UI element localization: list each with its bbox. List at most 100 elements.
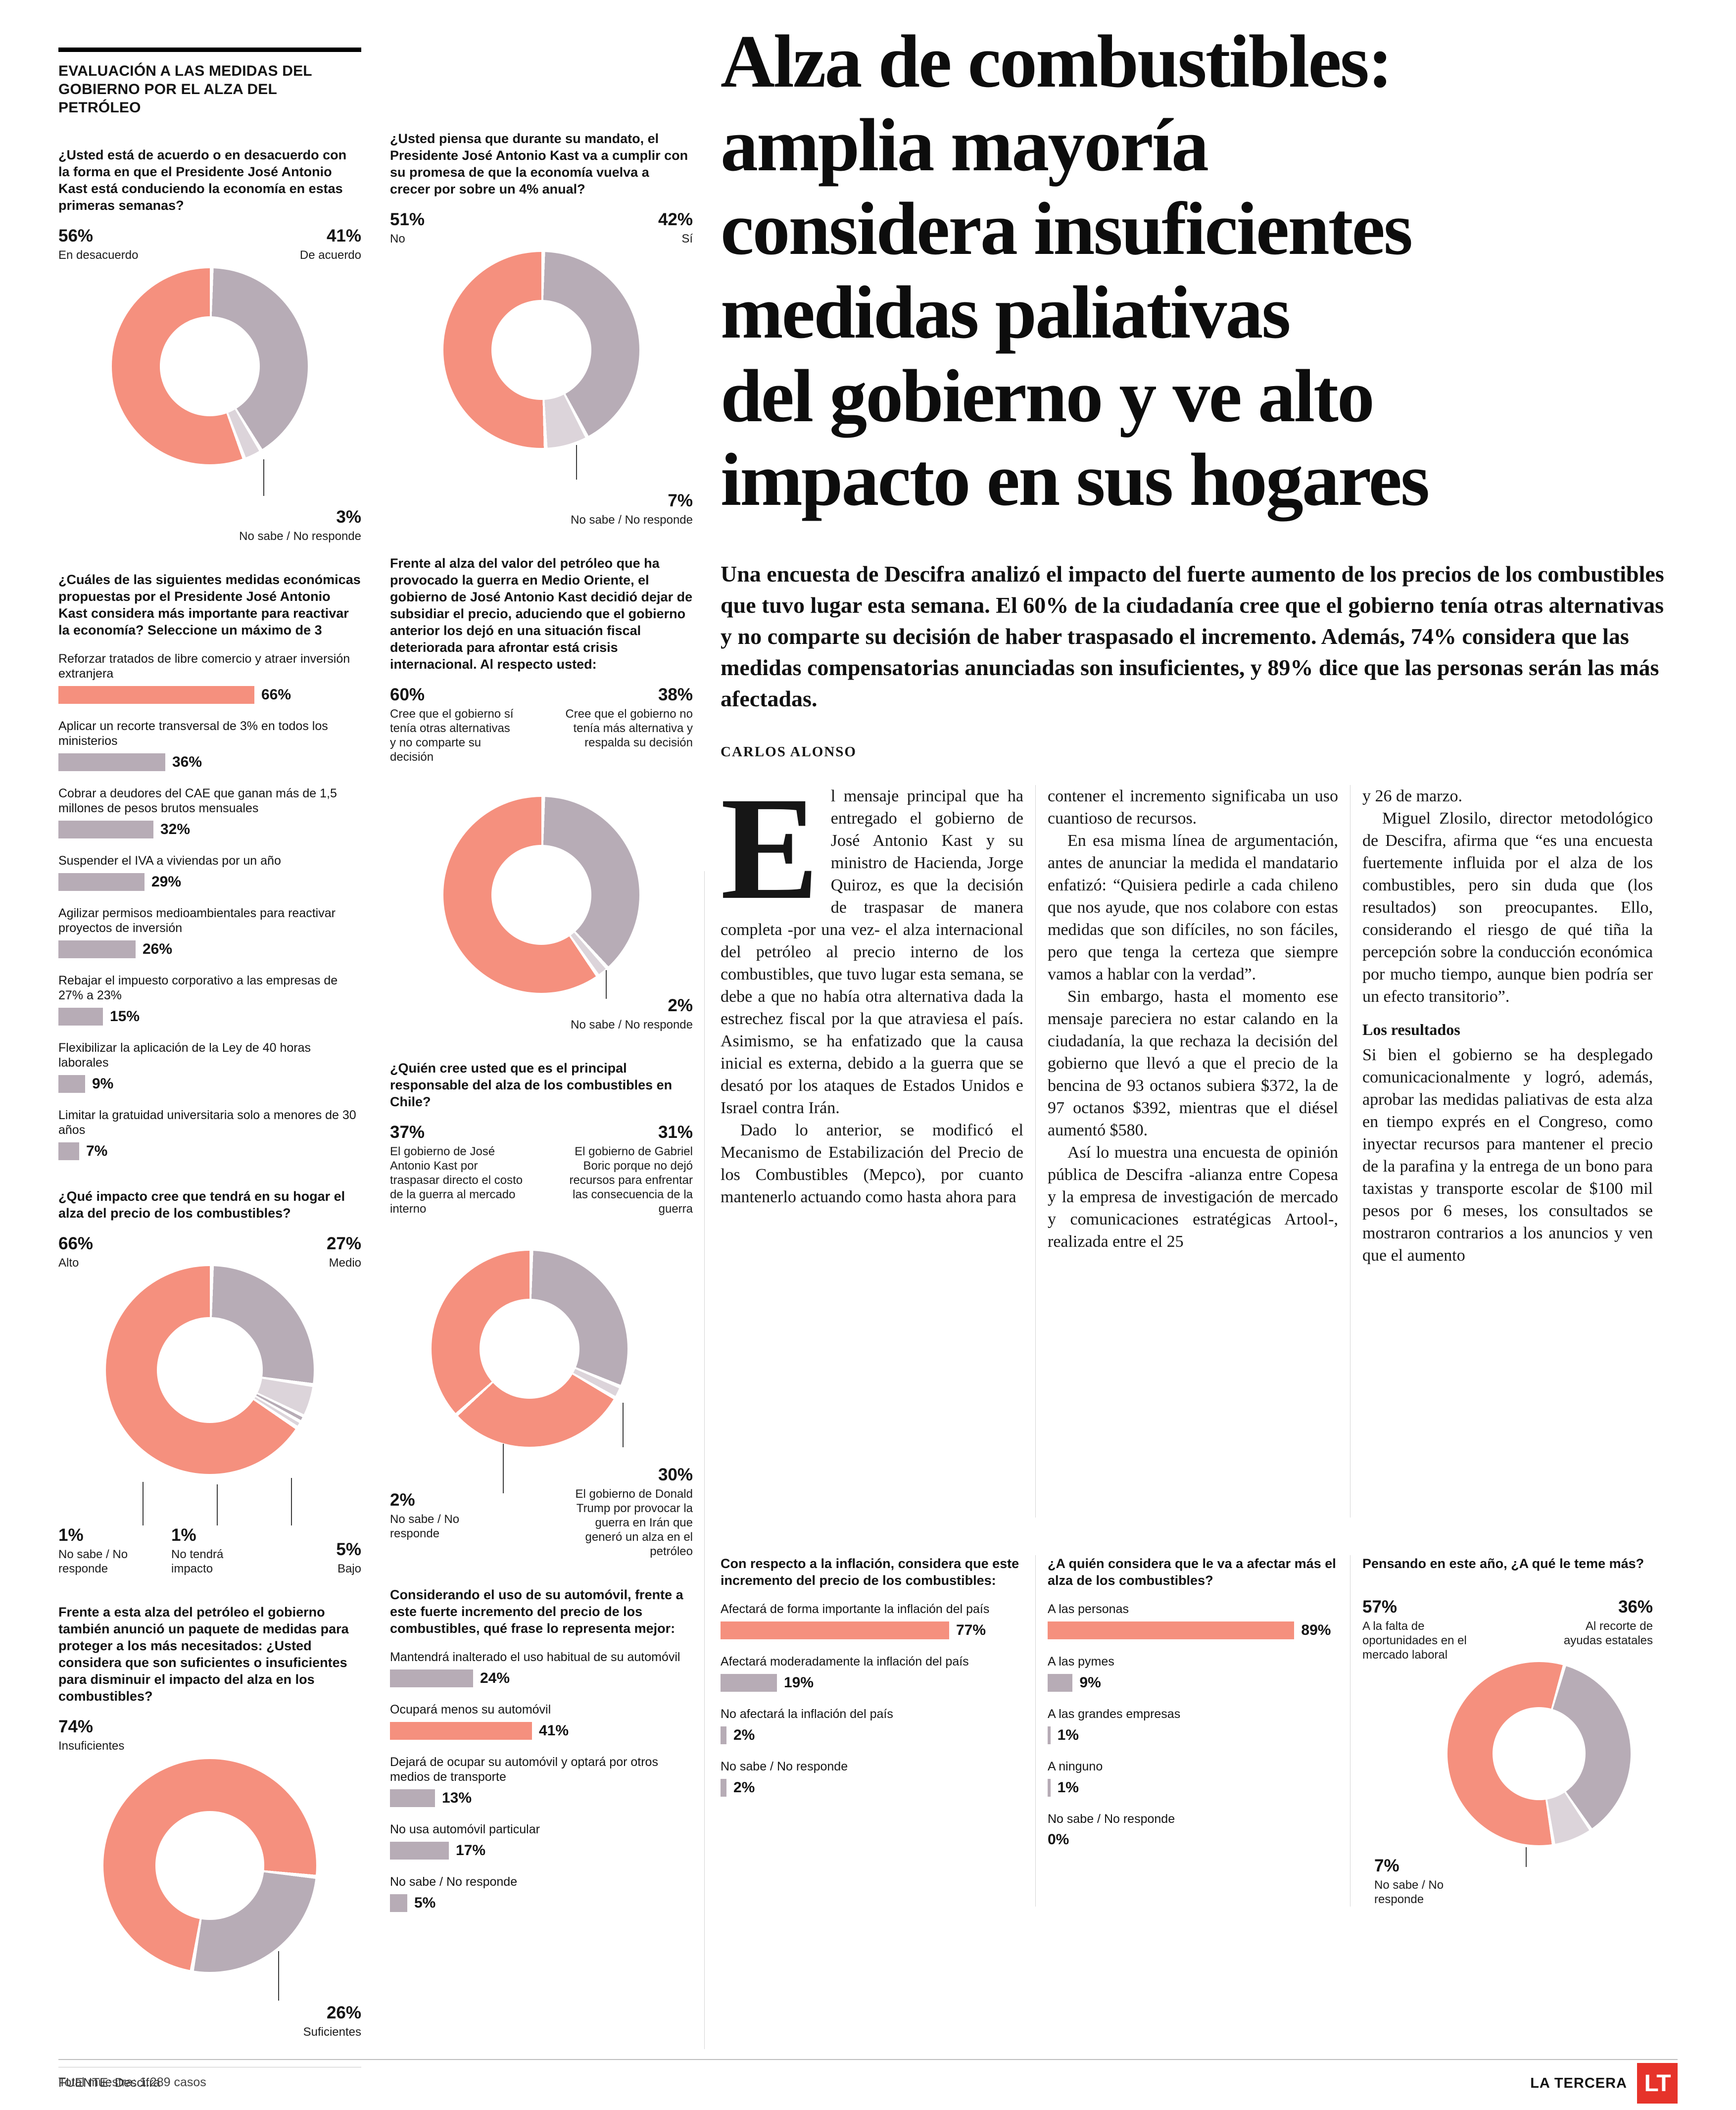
bar-value: 9%: [1079, 1674, 1101, 1691]
leader-line: [263, 459, 264, 496]
chart-subsidy-decision: Frente al alza del valor del petróleo qu…: [390, 555, 693, 1032]
callout-label: Al recorte de ayudas estatales: [1563, 1619, 1653, 1647]
bar-label: Afectará moderadamente la inflación del …: [721, 1655, 969, 1668]
bar-item: A las grandes empresas 1%: [1048, 1707, 1338, 1744]
bar-item: Agilizar permisos medioambientales para …: [58, 906, 361, 958]
paragraph-text: l mensaje principal que ha entregado el …: [721, 787, 1023, 1117]
bar: [58, 686, 254, 704]
donut-callout: 42% Sí: [633, 210, 693, 246]
bar-label: A ninguno: [1048, 1760, 1103, 1773]
chart-growth-promise: ¿Usted piensa que durante su mandato, el…: [390, 130, 693, 527]
chart-question: ¿Qué impacto cree que tendrá en su hogar…: [58, 1189, 345, 1221]
paragraph: Dado lo anterior, se modificó el Mecanis…: [721, 1121, 1023, 1206]
bar: [721, 1621, 949, 1639]
bar-label: No usa automóvil particular: [390, 1822, 540, 1836]
donut-callout: 56% En desacuerdo: [58, 227, 177, 262]
bar-value: 19%: [784, 1674, 814, 1691]
brand-line: LA TERCERA LT: [1530, 2063, 1678, 2104]
bar-item: Rebajar el impuesto corporativo a las em…: [58, 973, 361, 1026]
bar-item: Flexibilizar la aplicación de la Ley de …: [58, 1040, 361, 1093]
bar: [1048, 1726, 1051, 1744]
callout-pct: 2%: [668, 996, 693, 1015]
chart-question: Con respecto a la inflación, considera q…: [721, 1556, 1019, 1588]
donut-area: 56% En desacuerdo 41% De acuerdo 3% No s…: [58, 227, 361, 543]
bar: [58, 1075, 85, 1093]
callout-pct: 51%: [390, 210, 425, 229]
callout-pct: 56%: [58, 226, 94, 245]
bar-item: Ocupará menos su automóvil 41%: [390, 1702, 693, 1740]
bar: [58, 1142, 79, 1160]
bar: [721, 1779, 726, 1797]
donut-callout: 1% No tendrá impacto: [171, 1526, 255, 1576]
chart-question: ¿Usted está de acuerdo o en desacuerdo c…: [58, 147, 347, 213]
callout-label: El gobierno de Donald Trump por provocar…: [575, 1487, 693, 1558]
bar-item: Suspender el IVA a viviendas por un año …: [58, 853, 361, 891]
bar-item: Afectará de forma importante la inflació…: [721, 1602, 1023, 1639]
bar: [721, 1726, 726, 1744]
bar-value: 7%: [86, 1143, 108, 1159]
paragraph: En esa misma línea de argumentación, ant…: [1048, 832, 1338, 983]
donut-area: 74% Insuficientes 26% Suficientes: [58, 1717, 361, 2039]
donut-callout: 30% El gobierno de Donald Trump por prov…: [565, 1466, 693, 1559]
chart-biggest-fear: Pensando en este año, ¿A qué le teme más…: [1350, 1555, 1653, 1907]
donut-callout: 2% No sabe / No responde: [564, 996, 693, 1032]
donut-area: 37% El gobierno de José Antonio Kast por…: [390, 1123, 693, 1559]
chart-question: Pensando en este año, ¿A qué le teme más…: [1362, 1556, 1644, 1571]
callout-label: Bajo: [337, 1562, 361, 1575]
bar-item: Reforzar tratados de libre comercio y at…: [58, 651, 361, 704]
bar-value: 1%: [1057, 1727, 1079, 1743]
bar-item: No sabe / No responde 5%: [390, 1874, 693, 1912]
callout-label: No: [390, 232, 405, 245]
chart-question: ¿A quién considera que le va a afectar m…: [1048, 1556, 1336, 1588]
bar: [58, 821, 153, 838]
bar-value: 2%: [733, 1727, 755, 1743]
bar: [1048, 1674, 1073, 1692]
callout-label: El gobierno de José Antonio Kast por tra…: [390, 1145, 523, 1216]
bar-item: A las pymes 9%: [1048, 1654, 1338, 1692]
la-tercera-logo: LT: [1637, 2063, 1678, 2104]
bar-value: 89%: [1301, 1622, 1331, 1638]
bar-item: A ninguno 1%: [1048, 1759, 1338, 1797]
source-note: FUENTE: Descifra: [58, 2076, 160, 2090]
chart-measures: ¿Cuáles de las siguientes medidas económ…: [58, 571, 361, 1160]
chart-question: Considerando el uso de su automóvil, fre…: [390, 1587, 683, 1636]
paragraph: y 26 de marzo.: [1362, 787, 1463, 805]
bar-label: Reforzar tratados de libre comercio y at…: [58, 652, 350, 681]
callout-label: No tendrá impacto: [171, 1548, 224, 1575]
bar-item: No sabe / No responde 2%: [721, 1759, 1023, 1797]
callout-label: Cree que el gobierno sí tenía otras alte…: [390, 707, 514, 764]
bar-item: Cobrar a deudores del CAE que ganan más …: [58, 786, 361, 838]
sample-size-note: Total muestra: 1.289 casos: [58, 2067, 361, 2090]
chart-who-responsible: ¿Quién cree usted que es el principal re…: [390, 1060, 693, 1559]
bar: [721, 1674, 777, 1692]
bar-value: 13%: [442, 1790, 472, 1806]
bar-value: 66%: [261, 687, 291, 703]
chart-approval: ¿Usted está de acuerdo o en desacuerdo c…: [58, 147, 361, 543]
bar-label: Cobrar a deudores del CAE que ganan más …: [58, 786, 337, 815]
chart-question: Frente al alza del valor del petróleo qu…: [390, 556, 693, 672]
callout-label: No sabe / No responde: [58, 1548, 128, 1575]
article-column-3: y 26 de marzo. Miguel Zlosilo, director …: [1350, 785, 1653, 1518]
bar-item: A las personas 89%: [1048, 1602, 1338, 1639]
callout-label: De acuerdo: [299, 248, 361, 262]
bar-label: Ocupará menos su automóvil: [390, 1703, 551, 1717]
bar-item: Mantendrá inalterado el uso habitual de …: [390, 1650, 693, 1687]
callout-pct: 66%: [58, 1234, 94, 1253]
bar-value: 29%: [151, 874, 182, 890]
donut-callout: 5% Bajo: [302, 1540, 361, 1576]
infographic-column-right: ¿Usted piensa que durante su mandato, el…: [390, 130, 693, 1940]
bar-label: No sabe / No responde: [390, 1875, 518, 1889]
bar: [58, 1008, 103, 1026]
leader-line: [143, 1482, 144, 1525]
leader-line: [576, 445, 577, 480]
callout-pct: 30%: [658, 1465, 693, 1484]
bar-label: Rebajar el impuesto corporativo a las em…: [58, 974, 338, 1002]
callout-pct: 36%: [1618, 1597, 1653, 1617]
bar: [58, 753, 165, 771]
bar-label: No sabe / No responde: [1048, 1812, 1175, 1826]
callout-label: Medio: [329, 1256, 361, 1270]
callout-label: Alto: [58, 1256, 79, 1270]
bar: [390, 1894, 407, 1912]
callout-pct: 31%: [658, 1123, 693, 1142]
bar-value: 36%: [172, 754, 202, 770]
